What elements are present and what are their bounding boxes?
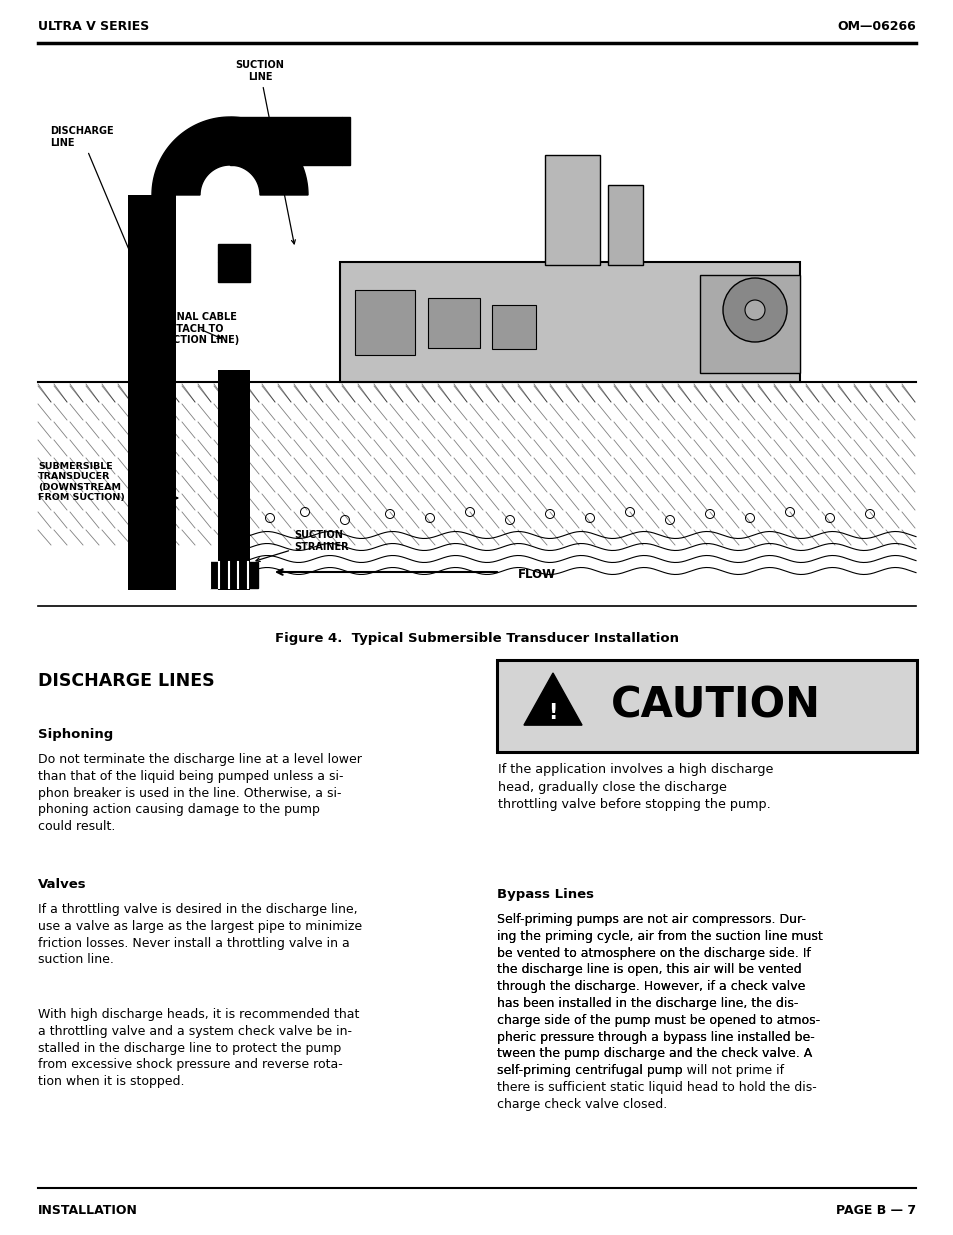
- Text: SUBMERSIBLE
TRANSDUCER
(DOWNSTREAM
FROM SUCTION): SUBMERSIBLE TRANSDUCER (DOWNSTREAM FROM …: [38, 462, 125, 503]
- Polygon shape: [136, 374, 160, 390]
- Text: Self-priming pumps are not air compressors. Dur-
ing the priming cycle, air from: Self-priming pumps are not air compresso…: [497, 913, 821, 1110]
- Circle shape: [722, 278, 786, 342]
- Text: FLOW: FLOW: [517, 568, 556, 580]
- Text: If the application involves a high discharge
head, gradually close the discharge: If the application involves a high disch…: [497, 763, 773, 811]
- Bar: [218, 370, 250, 590]
- Bar: [128, 382, 175, 590]
- Text: OM—06266: OM—06266: [837, 20, 915, 32]
- Bar: [210, 562, 257, 588]
- Bar: [339, 262, 800, 382]
- Text: SUCTION
LINE: SUCTION LINE: [235, 61, 295, 243]
- Polygon shape: [218, 262, 250, 282]
- Bar: [492, 305, 536, 350]
- Text: Do not terminate the discharge line at a level lower
than that of the liquid bei: Do not terminate the discharge line at a…: [38, 753, 361, 834]
- Text: Bypass Lines: Bypass Lines: [497, 888, 594, 902]
- Bar: [128, 195, 175, 382]
- Text: Self-priming pumps are not air compressors. Dur-
ing the priming cycle, air from: Self-priming pumps are not air compresso…: [497, 913, 821, 1077]
- Text: PAGE B — 7: PAGE B — 7: [835, 1203, 915, 1216]
- Polygon shape: [230, 117, 341, 165]
- Bar: [700, 275, 800, 373]
- Bar: [607, 185, 642, 266]
- Bar: [497, 659, 916, 752]
- Bar: [544, 156, 599, 266]
- Circle shape: [744, 300, 764, 320]
- Text: DISCHARGE
LINE: DISCHARGE LINE: [50, 126, 147, 291]
- Polygon shape: [523, 673, 581, 725]
- Text: DISCHARGE LINES: DISCHARGE LINES: [38, 672, 214, 690]
- Bar: [428, 298, 479, 348]
- Polygon shape: [341, 117, 350, 165]
- Text: SIGNAL CABLE
(ATTACH TO
SUCTION LINE): SIGNAL CABLE (ATTACH TO SUCTION LINE): [158, 312, 239, 346]
- Text: SUCTION
STRAINER: SUCTION STRAINER: [255, 530, 348, 562]
- Text: CAUTION: CAUTION: [610, 685, 821, 727]
- Polygon shape: [152, 117, 308, 195]
- Text: Siphoning: Siphoning: [38, 727, 113, 741]
- Text: With high discharge heads, it is recommended that
a throttling valve and a syste: With high discharge heads, it is recomme…: [38, 1008, 359, 1088]
- Text: INSTALLATION: INSTALLATION: [38, 1203, 138, 1216]
- Text: ULTRA V SERIES: ULTRA V SERIES: [38, 20, 149, 32]
- Polygon shape: [222, 374, 246, 390]
- Text: Figure 4.  Typical Submersible Transducer Installation: Figure 4. Typical Submersible Transducer…: [274, 632, 679, 645]
- Text: !: !: [548, 703, 558, 722]
- Polygon shape: [218, 245, 250, 262]
- Bar: [355, 290, 415, 354]
- Text: Valves: Valves: [38, 878, 87, 890]
- Text: If a throttling valve is desired in the discharge line,
use a valve as large as : If a throttling valve is desired in the …: [38, 903, 362, 967]
